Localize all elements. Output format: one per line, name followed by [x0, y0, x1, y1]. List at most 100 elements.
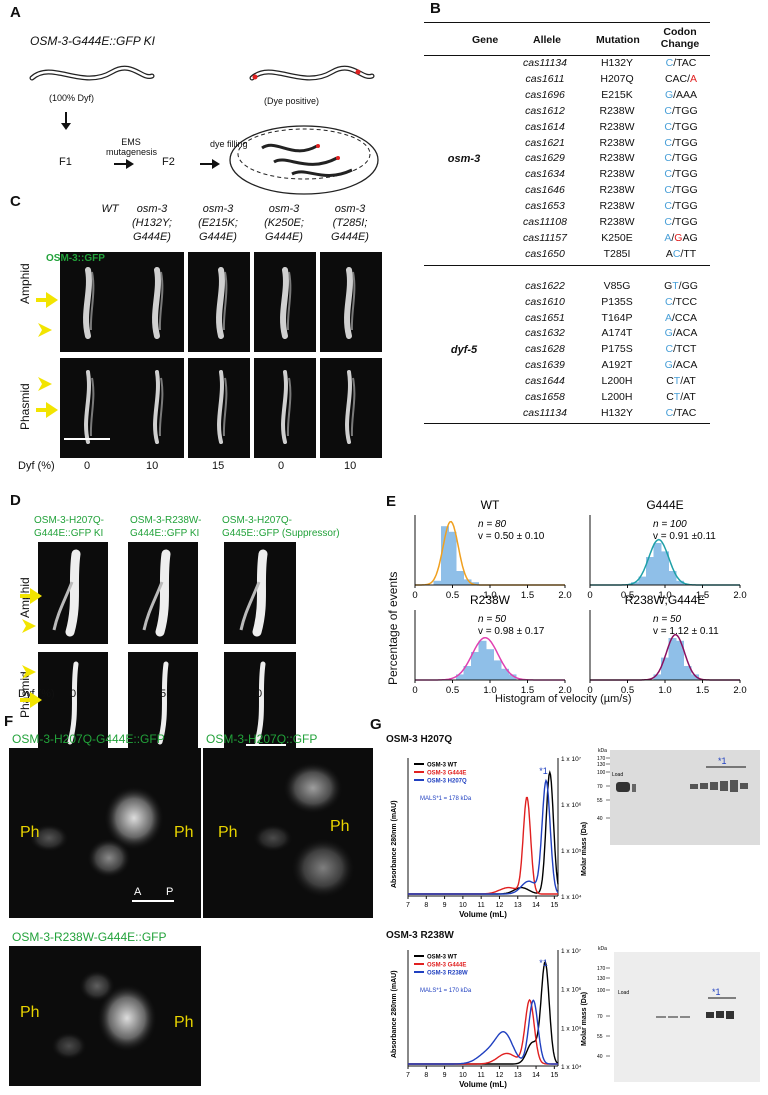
tick-label: 0.5: [621, 685, 634, 693]
d-dyf-value: 0: [70, 688, 77, 700]
petri-dish-icon: [229, 125, 379, 195]
panel-label-g: G: [370, 716, 382, 733]
gel-marker-label: 100: [597, 988, 606, 994]
ph-label: Ph: [174, 1014, 194, 1031]
legend-entry: OSM-3 G444E: [427, 771, 466, 777]
panel-label-f: F: [4, 713, 14, 730]
svg-text:kDa: kDa: [598, 946, 607, 952]
d-col1-title: OSM-3-H207Q- G444E::GFP KI: [34, 515, 105, 539]
dyf-label: Dyf (%): [18, 460, 55, 472]
scale-bar: [64, 438, 110, 440]
tick-label: 10: [459, 1072, 467, 1079]
yellow-arrow-icon: [36, 402, 58, 418]
allele-cell: cas11134: [523, 57, 567, 69]
histogram-title: R238W: [470, 593, 511, 607]
table-row: cas1658 L200H CT/AT: [424, 391, 710, 407]
tick-label: 1.5: [521, 590, 534, 601]
codon-cell: CAC/A: [664, 72, 698, 85]
tick-label: 0: [587, 590, 592, 601]
ph-label: Ph: [20, 824, 40, 841]
allele-cell: cas11157: [523, 231, 567, 244]
table-row: cas1622 V85G GT/GG: [424, 280, 710, 296]
mutation-cell: R238W: [599, 200, 635, 213]
histogram-bar: [668, 638, 677, 680]
legend-entry: OSM-3 R238W: [427, 971, 468, 977]
histogram-n: n = 100: [653, 519, 687, 530]
histogram-n: n = 50: [653, 614, 682, 625]
tick-label: 8: [424, 1072, 428, 1079]
tick-label: 1 x 10⁴: [561, 1064, 582, 1071]
panel-label-e: E: [386, 493, 397, 510]
histogram-n: n = 80: [478, 519, 507, 530]
codon-cell: CT/AT: [666, 391, 696, 403]
table-row: cas1639 A192T G/ACA: [424, 359, 710, 375]
allele-cell: cas1632: [525, 327, 565, 340]
yellow-arrow-icon: [36, 292, 58, 308]
mutation-cell: R238W: [599, 136, 635, 149]
allele-cell: cas1611: [525, 72, 565, 85]
tick-label: 12: [496, 902, 504, 909]
dyf-value: 0: [84, 460, 91, 472]
phasmid-micrograph: [188, 358, 250, 458]
histogram-bar: [463, 666, 472, 680]
legend-entry: OSM-3 H207Q: [427, 779, 467, 785]
g-xlabel: Volume (mL): [459, 1080, 507, 1089]
mutation-cell: P135S: [601, 295, 633, 308]
tick-label: 0.5: [446, 590, 459, 601]
mals-label: MALS*1 = 178 kDa: [420, 796, 472, 802]
histogram-v: v = 0.50 ± 0.10: [478, 531, 545, 542]
codon-cell: C/TGG: [664, 136, 698, 149]
tick-label: 13: [514, 902, 522, 909]
codon-cell: C/TGG: [664, 152, 698, 165]
tick-label: 0: [412, 590, 417, 601]
g-ylabel-left: Absorbance 280nm (mAU): [391, 970, 398, 1058]
tick-label: 2.0: [558, 685, 571, 693]
table-row: cas11134 H132Y C/TAC: [424, 57, 710, 73]
table-row: cas1612 R238W C/TGG: [424, 105, 710, 121]
tick-label: 1 x 10⁵: [561, 1025, 582, 1032]
panel-label-b: B: [430, 0, 441, 17]
histogram-bar: [661, 551, 669, 585]
tick-label: 1.0: [483, 685, 496, 693]
tick-label: 1 x 10⁶: [561, 987, 582, 994]
sec-mals-chart-top: 7 8 9 10 11 12 13 14 15 Volume (mL) 1 x 10⁷ 1 x 10⁶…: [391, 756, 588, 919]
yellow-arrowhead-icon: [38, 323, 52, 337]
e-xlabel: Histogram of velocity (µm/s): [495, 693, 632, 705]
gel-marker-label: 130: [597, 976, 606, 982]
table-row: cas1646 R238W C/TGG: [424, 184, 710, 200]
d-dyf-value: 0: [256, 688, 263, 700]
gene-cell: osm-3: [447, 153, 481, 166]
posterior-label: P: [166, 886, 174, 898]
mutation-cell: T164P: [601, 311, 633, 324]
panel-label-a: A: [10, 4, 21, 21]
codon-cell: C/TGG: [664, 184, 698, 197]
allele-cell: cas1628: [525, 343, 565, 356]
codon-cell: C/TGG: [664, 104, 698, 117]
tick-label: 1.0: [658, 685, 671, 693]
histogram-v: v = 1.12 ± 0.11: [653, 626, 719, 637]
mutation-cell: T285I: [603, 247, 631, 260]
g-top-title: OSM-3 H207Q: [386, 734, 453, 745]
histogram-bar: [456, 674, 464, 680]
gel-marker-label: 70: [597, 784, 603, 790]
allele-cell: cas1612: [525, 104, 565, 117]
star-annotation: *1: [539, 958, 548, 968]
mutation-cell: R238W: [599, 184, 635, 197]
tick-label: 9: [443, 1072, 447, 1079]
tick-label: 1 x 10⁷: [561, 948, 582, 955]
mutation-cell: A192T: [601, 359, 633, 372]
tick-label: 7: [406, 1072, 410, 1079]
table-row: cas1632 A174T G/ACA: [424, 327, 710, 343]
tick-label: 14: [532, 1072, 540, 1079]
f-image-2: [203, 748, 373, 918]
tick-label: 0: [412, 685, 417, 693]
svg-text:kDa: kDa: [598, 748, 607, 754]
table-row: cas1628 P175S C/TCT: [424, 343, 710, 359]
codon-cell: C/TGG: [664, 200, 698, 213]
histogram-bar: [631, 582, 639, 585]
row-label-amphid: Amphid: [18, 263, 32, 304]
table-row: cas1653 R238W C/TGG: [424, 200, 710, 216]
f-title-3: OSM-3-R238W-G444E::GFP: [12, 930, 167, 944]
codon-cell: C/TAC: [665, 406, 697, 419]
mutation-cell: L200H: [601, 391, 633, 403]
